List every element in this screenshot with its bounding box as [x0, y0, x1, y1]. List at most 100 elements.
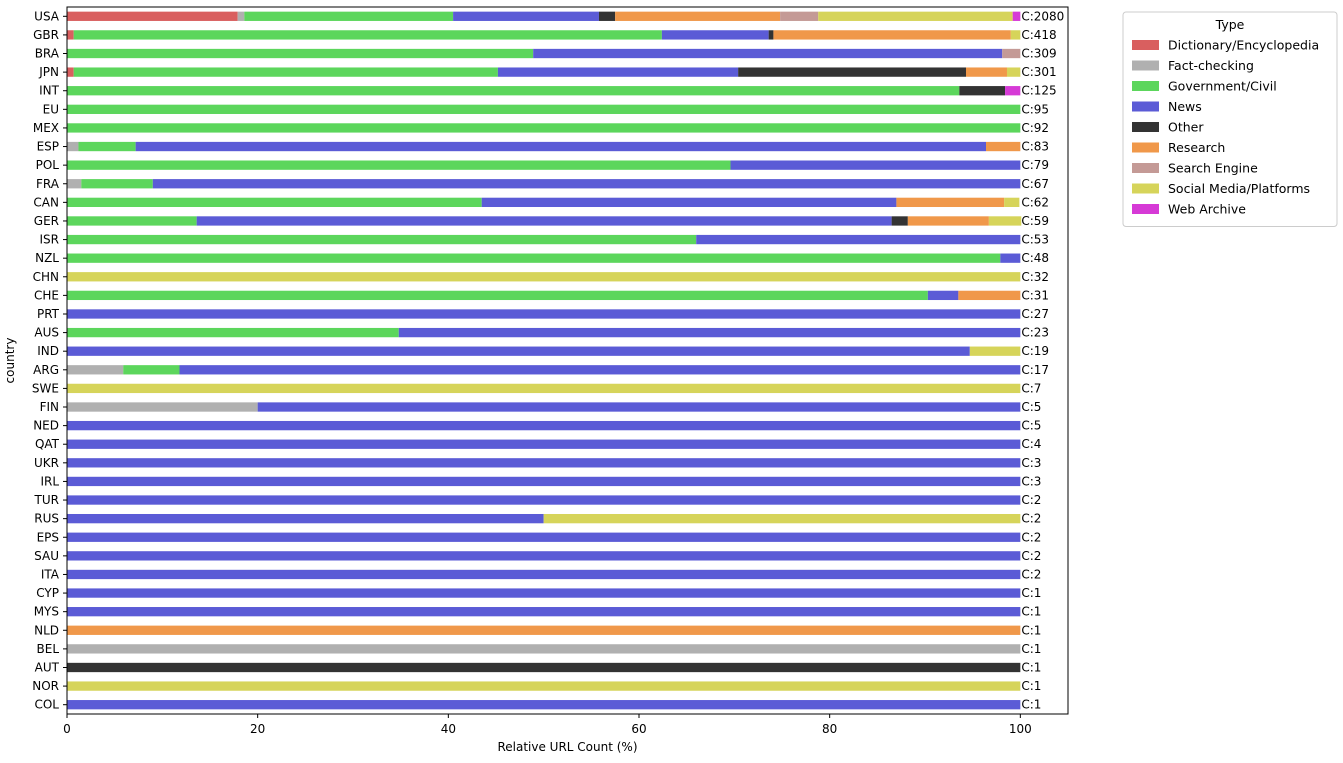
y-tick-label: TUR [34, 493, 59, 507]
bar-fra-series-3 [152, 179, 1021, 189]
bar-ind-series-7 [969, 346, 1021, 356]
plot-frame [66, 6, 1069, 715]
bar-usa-series-2 [244, 11, 454, 21]
bar-gbr-series-3 [661, 30, 769, 40]
count-label: C:3 [1021, 456, 1041, 470]
bar-arg-series-2 [123, 365, 180, 375]
count-label: C:125 [1021, 84, 1056, 98]
y-tick-label: MYS [34, 605, 59, 619]
legend-box [1122, 11, 1338, 227]
bar-che-series-5 [958, 290, 1021, 301]
count-label: C:27 [1021, 307, 1049, 321]
bar-tur-series-3 [67, 495, 1021, 505]
y-tick-label: NZL [35, 251, 59, 265]
bar-usa-series-7 [818, 11, 1013, 21]
bar-jpn-series-5 [965, 67, 1007, 77]
legend-swatch [1132, 40, 1159, 50]
y-tick-label: AUS [34, 326, 59, 340]
bar-isr-series-2 [67, 234, 697, 245]
x-tick-label: 0 [63, 722, 71, 736]
bar-chn-series-7 [67, 272, 1021, 282]
y-tick-label: IND [37, 344, 59, 358]
bar-mex-series-2 [67, 123, 1021, 133]
y-tick-label: GER [34, 214, 59, 228]
bar-mys-series-3 [67, 607, 1021, 617]
legend-swatch [1132, 122, 1159, 132]
bar-bra-series-3 [533, 48, 1003, 59]
count-label: C:3 [1021, 474, 1041, 488]
bar-ger-series-3 [196, 216, 892, 226]
legend-items: Dictionary/Encyclopedia Fact-checking Gove… [1132, 38, 1319, 217]
bar-eu-series-2 [67, 104, 1021, 114]
bar-pol-series-3 [730, 160, 1021, 170]
count-label: C:23 [1021, 326, 1049, 340]
y-tick-label: FRA [36, 177, 60, 191]
x-axis-title: Relative URL Count (%) [497, 740, 637, 754]
count-label: C:92 [1021, 121, 1049, 135]
y-tick-label: NLD [34, 623, 59, 637]
bar-ger-series-2 [67, 216, 197, 226]
bar-fin-series-1 [67, 402, 258, 412]
count-label: C:31 [1021, 288, 1049, 302]
bar-rus-series-3 [67, 513, 544, 524]
count-label: C:1 [1021, 623, 1041, 637]
count-label: C:59 [1021, 214, 1049, 228]
y-tick-label: SAU [34, 549, 59, 563]
y-tick-label: EU [43, 102, 59, 116]
y-tick-label: QAT [35, 437, 60, 451]
x-tick-label: 20 [250, 722, 265, 736]
y-tick-label: CHE [34, 288, 59, 302]
count-label: C:48 [1021, 251, 1049, 265]
count-label: C:301 [1021, 65, 1056, 79]
y-ticks: USA GBR BRA JPN INT EU MEX ESP POL FRA CAN GER ISR NZ… [32, 9, 67, 712]
bar-esp-series-1 [67, 141, 79, 152]
bar-can-series-5 [896, 197, 1005, 208]
bar-nzl-series-2 [67, 253, 1001, 263]
y-tick-label: CAN [33, 195, 59, 209]
count-label: C:5 [1021, 400, 1041, 414]
legend-title: Type [1215, 17, 1245, 32]
legend-label: News [1168, 99, 1202, 114]
bar-usa-series-0 [67, 11, 238, 21]
bar-jpn-series-0 [67, 67, 74, 77]
count-label: C:19 [1021, 344, 1049, 358]
count-label: C:309 [1021, 47, 1056, 61]
bar-eps-series-3 [67, 532, 1021, 542]
y-tick-label: ARG [33, 363, 59, 377]
count-label: C:418 [1021, 28, 1056, 42]
y-tick-label: GBR [33, 28, 59, 42]
y-tick-label: JPN [38, 65, 59, 79]
y-tick-label: BEL [37, 642, 60, 656]
bar-bel-series-1 [67, 644, 1021, 654]
count-label: C:1 [1021, 642, 1041, 656]
bar-aus-series-2 [67, 327, 399, 338]
bar-bra-series-6 [1002, 48, 1021, 59]
legend-swatch [1132, 81, 1159, 91]
bar-gbr-series-2 [73, 30, 662, 40]
y-tick-label: RUS [34, 512, 59, 526]
bar-sau-series-3 [67, 551, 1021, 561]
y-tick-label: MEX [33, 121, 59, 135]
x-tick-label: 40 [441, 722, 456, 736]
legend-swatch [1132, 142, 1159, 153]
legend-swatch [1132, 204, 1159, 214]
bar-ger-series-7 [988, 216, 1022, 226]
bar-nld-series-5 [67, 625, 1021, 635]
bar-can-series-3 [481, 197, 897, 208]
bar-jpn-series-3 [497, 67, 739, 77]
bar-ukr-series-3 [67, 458, 1021, 468]
bar-pol-series-2 [67, 160, 731, 170]
legend-label: Other [1168, 120, 1204, 135]
bar-rus-series-7 [543, 513, 1021, 524]
bar-arg-series-3 [179, 365, 1021, 375]
legend-label: Research [1168, 140, 1225, 155]
bar-ned-series-3 [67, 420, 1021, 431]
count-label: C:4 [1021, 437, 1041, 451]
bar-nor-series-7 [67, 681, 1021, 691]
count-labels: C:2080 C:418 C:309 C:301 C:125 C:95 C:92 C:83 C:… [1021, 9, 1064, 711]
legend-label: Fact-checking [1168, 58, 1254, 73]
y-tick-label: EPS [37, 530, 59, 544]
legend-label: Government/Civil [1168, 79, 1277, 94]
